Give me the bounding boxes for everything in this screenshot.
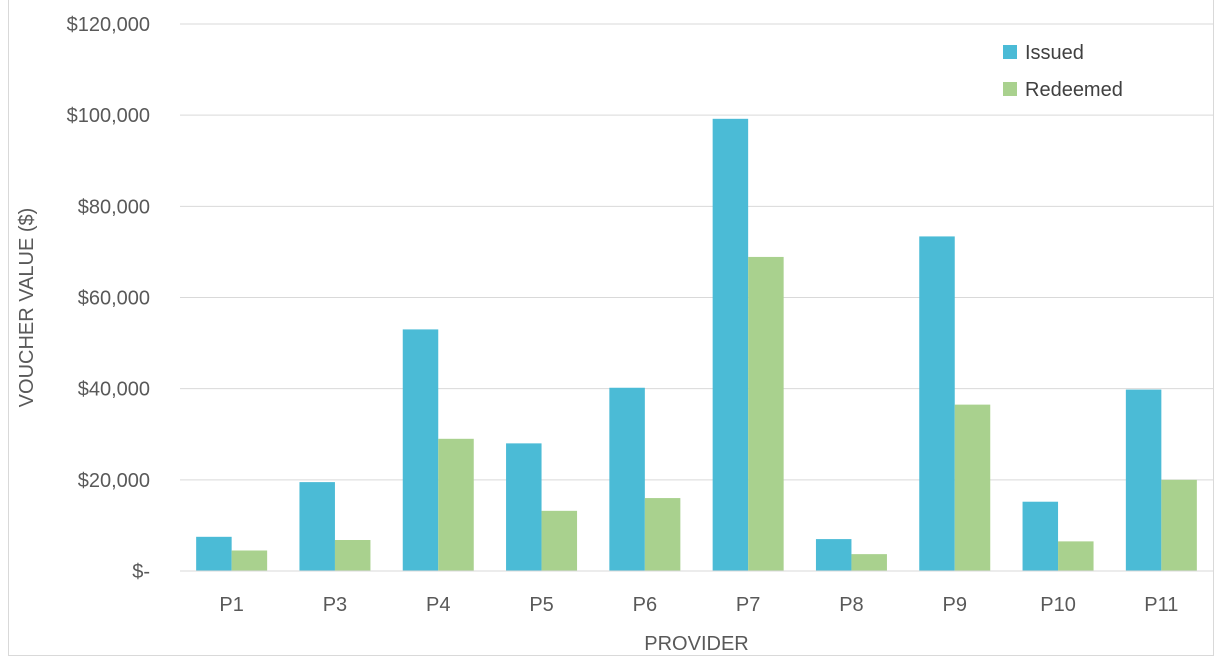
bar-redeemed-p7 <box>748 256 784 571</box>
bar-issued-p8 <box>815 539 852 571</box>
bar-issued-p1 <box>196 536 232 571</box>
y-tick-label: $20,000 <box>78 470 150 492</box>
bar-redeemed-p9 <box>954 404 991 571</box>
bar-redeemed-p10 <box>1058 541 1094 571</box>
x-axis-title: PROVIDER <box>644 633 748 655</box>
y-tick-label: $- <box>132 561 150 583</box>
y-tick-label: $60,000 <box>78 288 150 310</box>
bar-redeemed-p1 <box>231 550 268 571</box>
x-tick-label: P4 <box>426 594 450 616</box>
bar-redeemed-p4 <box>438 438 474 571</box>
x-tick-label: P7 <box>736 594 760 616</box>
x-tick-label: P8 <box>839 594 863 616</box>
bar-issued-p5 <box>506 443 542 571</box>
x-tick-label: P5 <box>529 594 553 616</box>
gridlines <box>180 23 1213 481</box>
bar-redeemed-p11 <box>1161 479 1197 571</box>
legend-label-issued: Issued <box>1025 42 1084 64</box>
x-tick-label: P11 <box>1144 594 1178 616</box>
x-tick-label: P3 <box>323 594 347 616</box>
legend: Issued Redeemed <box>1003 42 1123 101</box>
legend-label-redeemed: Redeemed <box>1025 79 1123 101</box>
bar-issued-p9 <box>919 236 955 571</box>
bar-redeemed-p5 <box>541 510 578 571</box>
x-tick-label: P6 <box>633 594 657 616</box>
x-tick-label: P1 <box>219 594 243 616</box>
y-axis-title: VOUCHER VALUE ($) <box>16 208 38 408</box>
y-tick-label: $80,000 <box>78 196 150 218</box>
bar-issued-p7 <box>712 118 749 572</box>
y-axis-ticks: $- $20,000 $40,000 $60,000 $80,000 $100,000 $1… <box>67 14 150 583</box>
legend-swatch-redeemed <box>1003 82 1017 96</box>
x-tick-label: P10 <box>1040 594 1076 616</box>
bar-issued-p10 <box>1022 501 1059 571</box>
x-tick-label: P9 <box>943 594 967 616</box>
y-tick-label: $40,000 <box>78 379 150 401</box>
y-tick-label: $120,000 <box>67 14 150 36</box>
bar-issued-p3 <box>299 482 335 571</box>
y-tick-label: $100,000 <box>67 105 150 127</box>
bar-issued-p6 <box>609 387 645 571</box>
bar-redeemed-p8 <box>851 554 887 571</box>
bar-issued-p4 <box>402 329 439 571</box>
x-axis-ticks: P1 P3 P4 P5 P6 P7 P8 P9 P10 P11 <box>219 594 1178 616</box>
bar-redeemed-p6 <box>644 498 681 571</box>
bar-issued-p11 <box>1125 389 1162 571</box>
bar-redeemed-p3 <box>334 540 371 571</box>
legend-swatch-issued <box>1003 45 1017 59</box>
bars <box>196 118 1197 572</box>
